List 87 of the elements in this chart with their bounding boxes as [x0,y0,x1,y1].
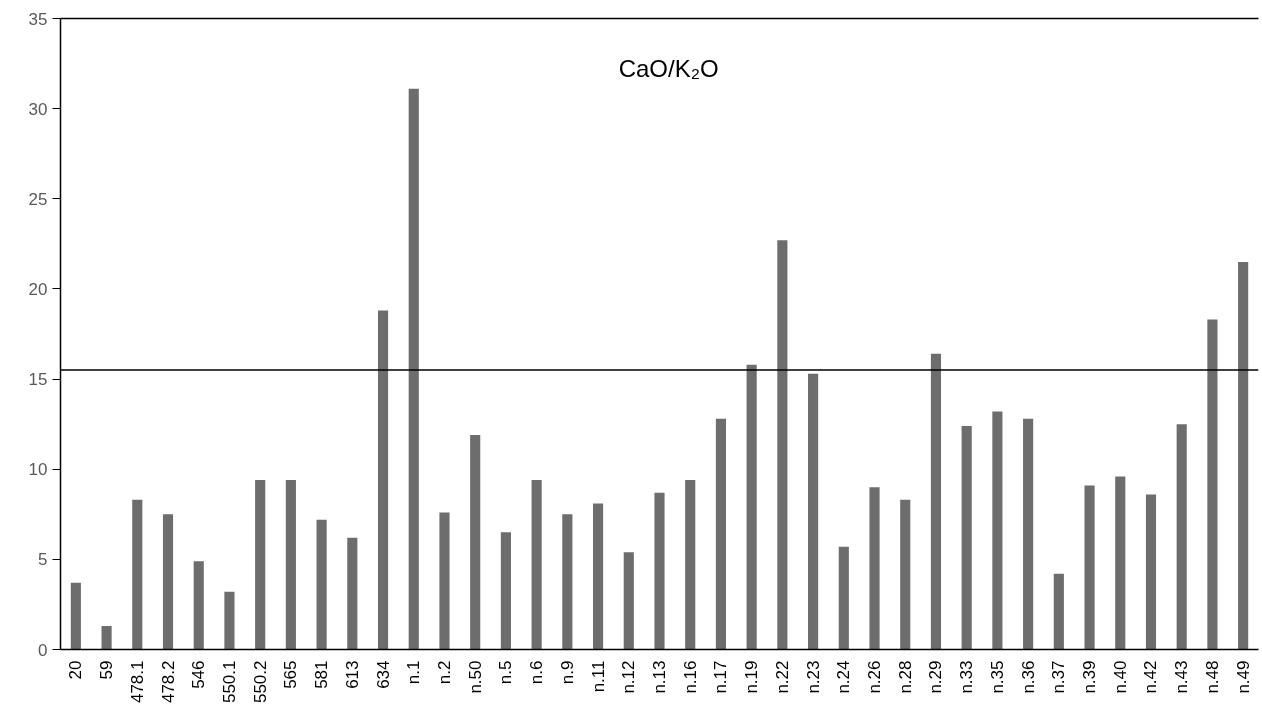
x-tick-label: n.48 [1202,660,1222,694]
bar [1145,494,1157,650]
bar [685,480,696,650]
y-tick-label: 35 [28,9,48,29]
x-tick-label: n.28 [895,660,915,694]
y-tick-label: 10 [28,460,48,480]
x-tick-label: n.1 [404,660,424,685]
x-tick-label: n.39 [1080,660,1100,694]
bar [162,514,174,650]
x-tick-label: n.12 [619,660,639,694]
bar [992,411,1003,650]
x-tick-label: n.6 [527,660,547,685]
x-tick-label: n.24 [834,660,854,694]
bar [930,353,942,650]
bar [224,591,235,650]
bar [1238,261,1249,650]
bar [1084,485,1095,650]
x-tick-label: n.36 [1018,660,1038,694]
x-tick-label: n.50 [465,660,485,694]
x-tick-label: n.16 [680,660,700,694]
x-tick-label: n.42 [1141,660,1161,694]
x-tick-label: n.19 [742,660,762,694]
x-tick-label: n.11 [588,660,608,693]
bar [1176,424,1187,650]
x-tick-label: n.37 [1049,660,1069,694]
bar [316,519,327,650]
x-tick-label: 634 [373,660,393,689]
y-tick-label: 5 [38,550,48,570]
x-tick-label: 581 [312,660,332,689]
bar [654,492,665,650]
bar [900,499,911,650]
bar [470,434,481,650]
bar [531,480,542,650]
bar [193,561,204,650]
x-tick-label: n.35 [987,660,1007,694]
bar [285,480,296,650]
x-tick-label: n.43 [1172,660,1192,694]
y-tick-label: 20 [28,279,48,299]
x-tick-label: n.17 [711,660,731,694]
y-tick-label: 0 [38,640,48,660]
x-tick-label: 613 [342,660,362,689]
bar [255,480,266,650]
x-tick-label: n.13 [650,660,669,694]
x-tick-label: 565 [281,660,301,689]
x-tick-label: n.9 [557,660,577,685]
x-tick-label: n.49 [1233,660,1253,694]
bar [377,310,389,650]
x-tick-label: n.22 [772,660,792,694]
bar [1053,573,1064,650]
text: CaO/K₂O [618,54,719,82]
bar [101,626,112,650]
bar [1115,476,1126,650]
x-tick-label: n.29 [926,660,946,694]
y-tick-label: 15 [28,370,48,390]
bar [408,88,419,650]
y-tick-label: 25 [28,189,48,209]
bar [623,552,634,650]
bar [961,425,972,650]
bar [70,582,81,650]
bar [808,373,819,650]
x-tick-label: n.33 [957,660,977,694]
x-tick-label: 550.2 [250,660,270,704]
bar [1023,418,1034,650]
bar [715,418,726,650]
bar [132,499,143,650]
bar [746,364,757,650]
x-tick-label: n.40 [1110,660,1130,694]
x-tick-label: 478.1 [127,660,147,704]
x-tick-label: n.5 [496,660,516,685]
x-tick-label: 478.2 [158,660,178,704]
y-tick-label: 30 [28,99,48,119]
bar [593,503,604,650]
x-tick-label: 550.1 [219,660,239,704]
x-tick-label: 20 [66,660,86,680]
bar [869,487,880,650]
bar [562,514,573,650]
bar [777,240,788,650]
bar [439,512,450,650]
x-tick-label: n.23 [803,660,823,694]
x-tick-label: n.2 [434,660,454,685]
bar [838,546,849,650]
bar [347,537,358,650]
x-tick-label: 59 [97,660,117,680]
bar [1207,319,1218,650]
bar [500,532,511,650]
x-tick-label: n.26 [865,660,885,694]
x-tick-label: 546 [189,660,209,689]
